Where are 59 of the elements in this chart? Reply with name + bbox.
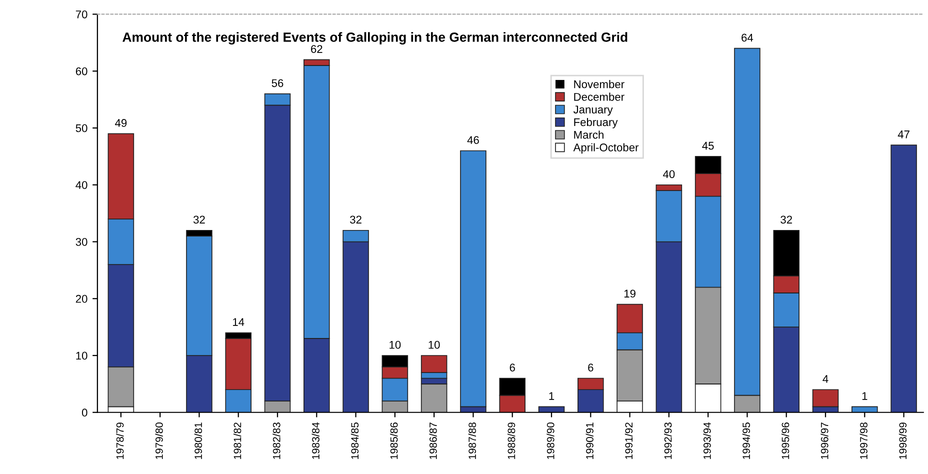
y-tick-label: 0 bbox=[82, 408, 88, 417]
total-label: 6 bbox=[588, 364, 594, 372]
x-tick-label: 1995/96 bbox=[782, 422, 790, 459]
total-label: 47 bbox=[898, 130, 910, 138]
y-tick-label: 40 bbox=[76, 181, 88, 189]
y-tick-label: 30 bbox=[76, 238, 88, 246]
x-tick-label: 1984/85 bbox=[350, 422, 359, 459]
legend-label: March bbox=[574, 130, 604, 139]
total-label: 56 bbox=[272, 79, 284, 88]
legend-label: February bbox=[574, 118, 618, 128]
x-tick-label: 1979/80 bbox=[155, 422, 163, 459]
total-label: 19 bbox=[624, 290, 636, 298]
text: Amount of the registered Events of Galloping in the German interconnected Grid bbox=[122, 32, 628, 44]
x-tick-label: 1989/90 bbox=[546, 422, 554, 459]
total-label: 46 bbox=[467, 136, 479, 144]
bar bbox=[890, 144, 917, 412]
x-tick-label: 1985/86 bbox=[390, 422, 398, 459]
x-tick-label: 1980/81 bbox=[194, 422, 202, 459]
total-label: 10 bbox=[390, 340, 401, 349]
legend-label: November bbox=[574, 80, 624, 88]
y-tick-label: 60 bbox=[76, 67, 88, 76]
x-tick-label: 1990/91 bbox=[586, 422, 594, 459]
total-label: 4 bbox=[822, 375, 828, 383]
x-tick-label: 1993/94 bbox=[703, 422, 711, 459]
x-tick-label: 1981/82 bbox=[234, 422, 242, 459]
x-tick-label: 1978/79 bbox=[116, 422, 124, 459]
legend-label: April-October bbox=[573, 143, 639, 154]
total-label: 1 bbox=[549, 392, 554, 400]
x-tick-label: 1983/84 bbox=[312, 422, 320, 459]
y-tick-label: 10 bbox=[76, 352, 88, 360]
total-label: 62 bbox=[311, 45, 322, 53]
total-label: 49 bbox=[115, 119, 127, 127]
x-tick-label: 1986/87 bbox=[429, 422, 437, 459]
bar bbox=[852, 406, 878, 412]
total-label: 10 bbox=[428, 340, 440, 349]
x-tick-label: 1991/92 bbox=[624, 422, 633, 459]
total-label: 45 bbox=[702, 142, 714, 150]
x-tick-label: 1988/89 bbox=[508, 422, 516, 459]
total-label: 32 bbox=[193, 216, 205, 224]
total-label: 32 bbox=[350, 216, 362, 224]
total-label: 6 bbox=[510, 364, 515, 372]
legend-label: January bbox=[573, 106, 613, 116]
x-tick-label: 1994/95 bbox=[742, 422, 750, 459]
bar bbox=[538, 406, 565, 412]
total-label: 64 bbox=[742, 34, 754, 42]
total-label: 14 bbox=[233, 318, 244, 326]
y-tick-label: 50 bbox=[76, 124, 88, 132]
x-tick-label: 1987/88 bbox=[468, 422, 476, 459]
legend-label: December bbox=[574, 92, 624, 101]
x-tick-label: 1998/99 bbox=[898, 422, 907, 459]
y-tick-label: 70 bbox=[76, 10, 88, 18]
y-tick-label: 20 bbox=[76, 294, 88, 303]
x-tick-label: 1996/97 bbox=[820, 422, 828, 459]
total-label: 32 bbox=[780, 216, 792, 224]
x-tick-label: 1982/83 bbox=[272, 422, 280, 459]
total-label: 1 bbox=[862, 392, 868, 400]
x-tick-label: 1997/98 bbox=[860, 422, 868, 459]
x-tick-label: 1992/93 bbox=[664, 422, 672, 459]
total-label: 40 bbox=[663, 170, 675, 178]
